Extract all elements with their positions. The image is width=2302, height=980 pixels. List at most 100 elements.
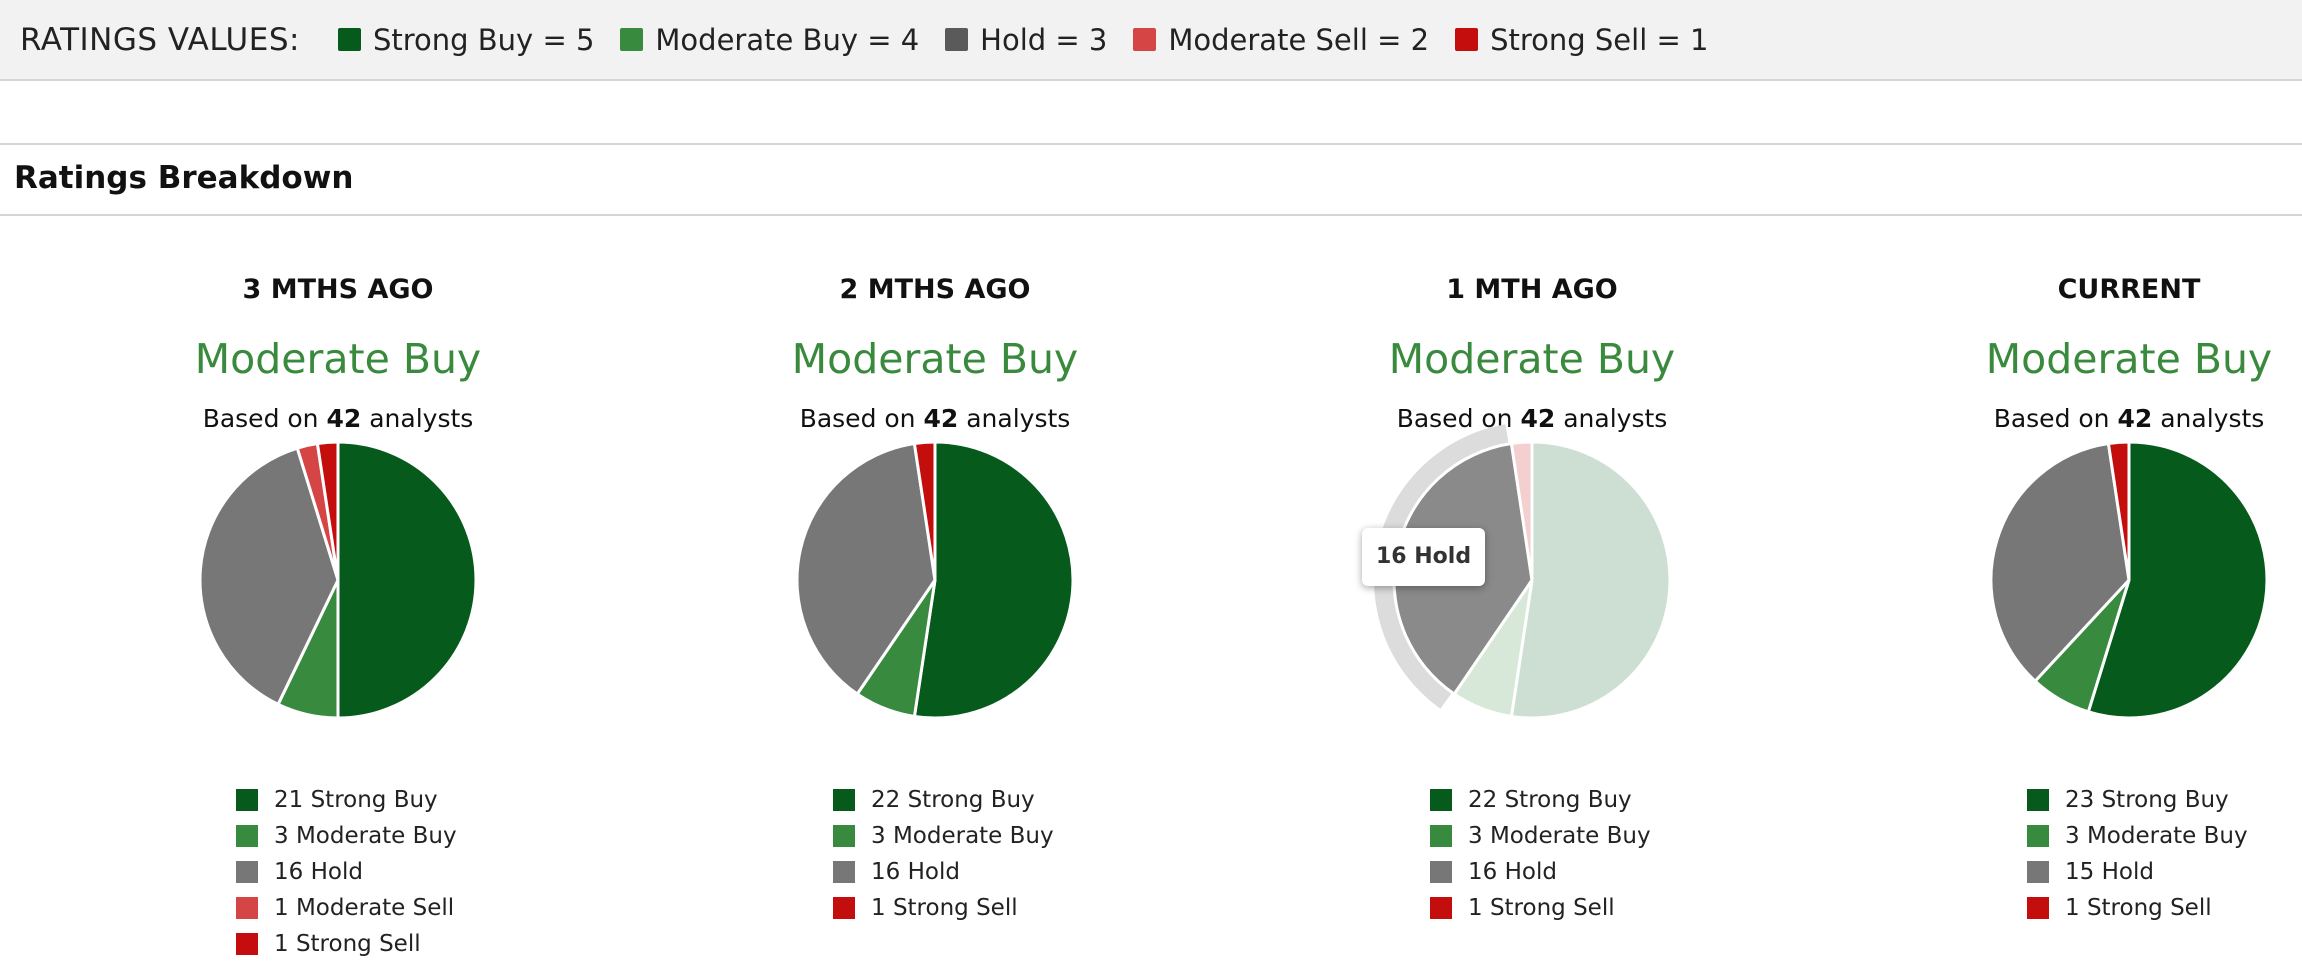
pie-tooltip: 16 Hold — [1362, 528, 1486, 586]
legend-item-strong-buy: 22 Strong Buy — [833, 782, 1133, 818]
analyst-count: 42 — [326, 404, 362, 433]
pie-slice-hold[interactable] — [1989, 442, 2131, 683]
pie-slice-hold[interactable] — [795, 442, 937, 696]
legend-label: 1 Strong Sell — [871, 895, 1018, 921]
analyst-count: 42 — [923, 404, 959, 433]
consensus-rating: Moderate Buy — [194, 335, 482, 383]
pie-legend: 21 Strong Buy 3 Moderate Buy 16 Hold 1 Mode… — [236, 782, 536, 962]
legend-item-strong-sell: 1 Strong Sell — [1430, 890, 1730, 926]
legend-label: 22 Strong Buy — [871, 787, 1035, 813]
rating-value-strong-buy: Strong Buy = 5 — [337, 22, 595, 57]
legend-item-strong-sell: 1 Strong Sell — [833, 890, 1133, 926]
legend-swatch — [833, 861, 855, 883]
pie-slice-strong-sell[interactable] — [912, 440, 937, 582]
legend-item-moderate-sell: 1 Moderate Sell — [236, 890, 536, 926]
based-prefix: Based on — [202, 404, 327, 433]
rating-value-label: Strong Sell = 1 — [1490, 22, 1709, 57]
legend-label: 3 Moderate Buy — [274, 823, 457, 849]
analyst-count: 42 — [2117, 404, 2153, 433]
ratings-column-current: CURRENT Moderate Buy Based on 42 analyst… — [1849, 270, 2302, 921]
analyst-count-text: Based on 42 analysts — [655, 402, 1215, 436]
legend-label: 22 Strong Buy — [1468, 787, 1632, 813]
legend-swatch — [236, 897, 258, 919]
pie-slice-strong-sell[interactable] — [315, 440, 340, 582]
pie-slice-halo — [1374, 424, 1509, 709]
pie-chart[interactable] — [58, 440, 618, 740]
moderate-buy-swatch — [620, 28, 644, 51]
rating-value-strong-sell: Strong Sell = 1 — [1455, 23, 1708, 57]
legend-label: 3 Moderate Buy — [2065, 823, 2248, 849]
legend-item-strong-sell: 1 Strong Sell — [236, 926, 536, 962]
analyst-count: 42 — [1520, 404, 1556, 433]
divider — [0, 214, 2302, 216]
divider — [0, 143, 2302, 145]
pie-legend: 23 Strong Buy 3 Moderate Buy 15 Hold 1 Stro… — [2027, 782, 2302, 926]
ratings-column-1-mth-ago: 1 MTH AGO Moderate Buy Based on 42 analy… — [1252, 270, 1812, 921]
analyst-count-text: Based on 42 analysts — [1849, 402, 2302, 436]
legend-item-strong-buy: 22 Strong Buy — [1430, 782, 1730, 818]
hold-swatch — [945, 28, 969, 51]
based-prefix: Based on — [799, 404, 924, 433]
legend-item-moderate-buy: 3 Moderate Buy — [2027, 818, 2302, 854]
period-title: CURRENT — [2057, 274, 2201, 305]
legend-label: 1 Strong Sell — [2065, 895, 2212, 921]
legend-swatch — [236, 861, 258, 883]
analyst-count-text: Based on 42 analysts — [58, 402, 618, 436]
legend-item-moderate-buy: 3 Moderate Buy — [1430, 818, 1730, 854]
rating-value-label: Strong Buy = 5 — [372, 22, 595, 57]
pie-slice-hold[interactable] — [198, 446, 340, 706]
rating-value-moderate-buy: Moderate Buy = 4 — [620, 23, 919, 57]
legend-swatch — [1430, 861, 1452, 883]
based-prefix: Based on — [1993, 404, 2118, 433]
legend-label: 3 Moderate Buy — [871, 823, 1054, 849]
legend-item-hold: 16 Hold — [833, 854, 1133, 890]
legend-label: 16 Hold — [871, 859, 960, 885]
ratings-values-title: RATINGS VALUES: — [20, 21, 300, 58]
section-title: Ratings Breakdown — [14, 160, 354, 196]
legend-label: 1 Strong Sell — [1468, 895, 1615, 921]
legend-label: 23 Strong Buy — [2065, 787, 2229, 813]
legend-swatch — [833, 789, 855, 811]
pie-slice-strong-buy[interactable] — [1509, 440, 1672, 720]
pie-slice-strong-buy[interactable] — [2086, 440, 2269, 720]
legend-label: 1 Moderate Sell — [274, 895, 455, 921]
ratings-column-2-mths-ago: 2 MTHS AGO Moderate Buy Based on 42 anal… — [655, 270, 1215, 921]
rating-value-label: Moderate Buy = 4 — [655, 22, 920, 57]
based-suffix: analysts — [361, 404, 474, 433]
pie-slice-strong-sell[interactable] — [2106, 440, 2131, 582]
moderate-sell-swatch — [1133, 28, 1157, 51]
period-title: 2 MTHS AGO — [839, 274, 1031, 305]
legend-label: 16 Hold — [1468, 859, 1557, 885]
strong-buy-swatch — [337, 28, 361, 51]
legend-item-strong-buy: 23 Strong Buy — [2027, 782, 2302, 818]
consensus-rating: Moderate Buy — [791, 335, 1079, 383]
pie-chart[interactable] — [1849, 440, 2302, 740]
period-title: 3 MTHS AGO — [242, 274, 434, 305]
legend-item-strong-sell: 1 Strong Sell — [2027, 890, 2302, 926]
pie-slice-strong-buy[interactable] — [912, 440, 1075, 720]
pie-legend: 22 Strong Buy 3 Moderate Buy 16 Hold 1 Stro… — [833, 782, 1133, 926]
legend-label: 15 Hold — [2065, 859, 2154, 885]
legend-label: 1 Strong Sell — [274, 931, 421, 957]
consensus-rating: Moderate Buy — [1388, 335, 1676, 383]
pie-legend: 22 Strong Buy 3 Moderate Buy 16 Hold 1 Stro… — [1430, 782, 1730, 926]
rating-value-hold: Hold = 3 — [945, 23, 1107, 57]
consensus-rating: Moderate Buy — [1985, 335, 2273, 383]
legend-item-hold: 15 Hold — [2027, 854, 2302, 890]
legend-item-moderate-buy: 3 Moderate Buy — [236, 818, 536, 854]
legend-swatch — [1430, 825, 1452, 847]
ratings-values-bar: RATINGS VALUES: Strong Buy = 5 Moderate … — [0, 0, 2302, 81]
legend-label: 21 Strong Buy — [274, 787, 438, 813]
pie-slice-strong-sell[interactable] — [1509, 440, 1534, 582]
legend-swatch — [2027, 897, 2049, 919]
pie-chart[interactable] — [1252, 424, 1812, 740]
legend-item-hold: 16 Hold — [236, 854, 536, 890]
legend-swatch — [236, 933, 258, 955]
based-suffix: analysts — [1555, 404, 1668, 433]
legend-swatch — [236, 825, 258, 847]
strong-sell-swatch — [1455, 28, 1479, 51]
legend-label: 16 Hold — [274, 859, 363, 885]
legend-swatch — [2027, 825, 2049, 847]
pie-chart[interactable] — [655, 440, 1215, 740]
pie-slice-strong-buy[interactable] — [336, 440, 478, 720]
